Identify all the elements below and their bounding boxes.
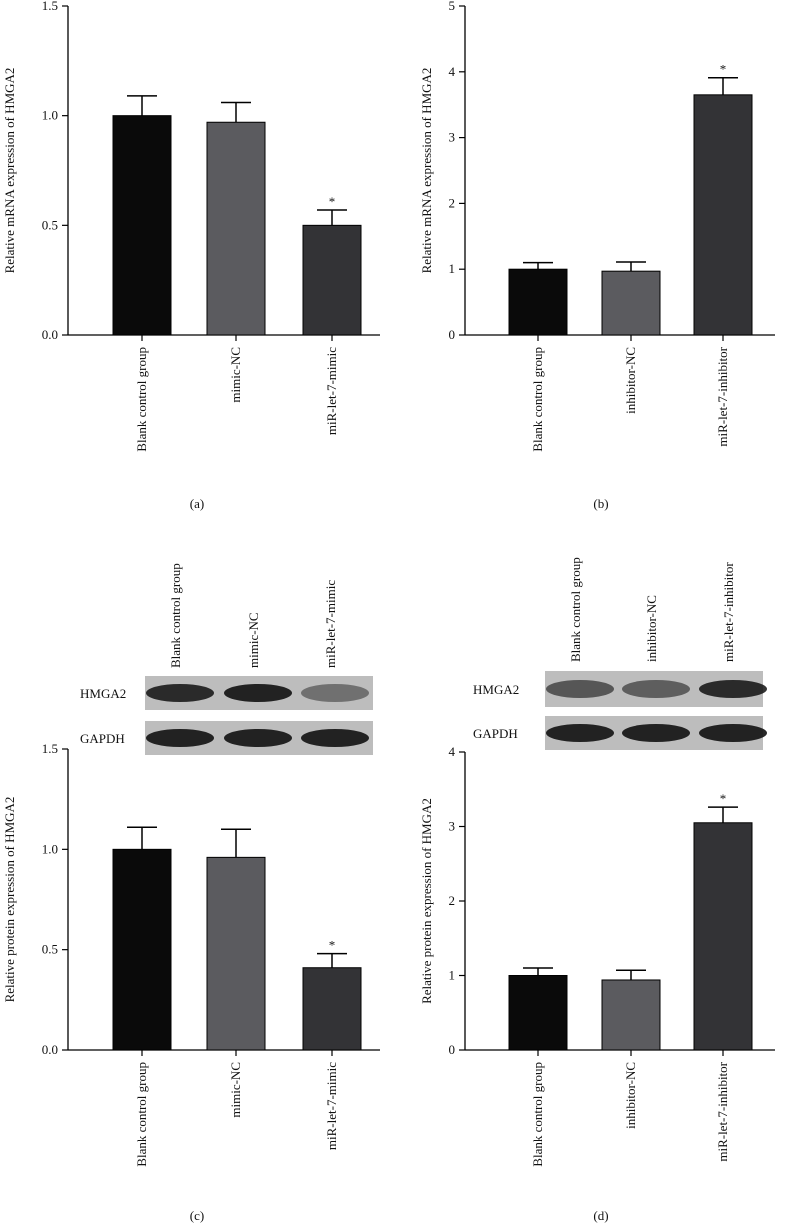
x-tick-label: Blank control group [530, 1062, 545, 1167]
blot-lane-label: mimic-NC [246, 612, 261, 668]
y-tick-label: 4 [449, 744, 456, 759]
error-bar [221, 101, 251, 123]
x-tick-label: inhibitor-NC [623, 347, 638, 414]
error-bar [317, 209, 347, 226]
x-tick-label: Blank control group [134, 347, 149, 452]
panel-label: (a) [190, 496, 204, 511]
y-tick-label: 1 [449, 261, 456, 276]
significance-mark: * [720, 791, 727, 806]
bar [302, 224, 362, 336]
bar [508, 268, 568, 336]
x-tick-label: inhibitor-NC [623, 1062, 638, 1129]
x-tick-label: miR-let-7-mimic [324, 347, 339, 435]
bar [112, 115, 172, 336]
bar [601, 979, 661, 1051]
error-bar [708, 806, 738, 823]
significance-mark: * [329, 194, 336, 209]
y-axis-label: Relative mRNA expression of HMGA2 [419, 68, 434, 274]
blot-band [301, 684, 369, 702]
y-tick-label: 0.5 [42, 942, 58, 957]
blot-lane-label: miR-let-7-mimic [323, 580, 338, 668]
blot-band [546, 680, 614, 698]
y-tick-label: 0 [449, 1042, 456, 1057]
y-tick-label: 4 [449, 64, 456, 79]
x-tick-label: mimic-NC [228, 1062, 243, 1118]
error-bar [127, 826, 157, 850]
blot-band [546, 724, 614, 742]
blot-band [699, 724, 767, 742]
error-bar [221, 828, 251, 858]
bar [302, 967, 362, 1051]
panel-label: (c) [190, 1208, 204, 1223]
y-tick-label: 1.0 [42, 841, 58, 856]
blot-lane-label: inhibitor-NC [644, 595, 659, 662]
x-tick-label: miR-let-7-inhibitor [715, 346, 730, 446]
y-axis-label: Relative protein expression of HMGA2 [2, 797, 17, 1003]
blot-row-label: GAPDH [80, 731, 125, 746]
y-tick-label: 5 [449, 0, 456, 13]
y-tick-label: 1.5 [42, 0, 58, 13]
x-tick-label: miR-let-7-mimic [324, 1062, 339, 1150]
panel-label: (b) [593, 496, 608, 511]
bar [206, 121, 266, 336]
blot-row-label: HMGA2 [80, 686, 126, 701]
blot-band [301, 729, 369, 747]
bar [693, 94, 753, 336]
x-tick-label: miR-let-7-inhibitor [715, 1061, 730, 1161]
y-tick-label: 0.0 [42, 1042, 58, 1057]
error-bar [616, 261, 646, 272]
blot-band [146, 684, 214, 702]
y-axis-label: Relative protein expression of HMGA2 [419, 798, 434, 1004]
blot-row-label: HMGA2 [473, 682, 519, 697]
x-tick-label: Blank control group [530, 347, 545, 452]
y-tick-label: 0.0 [42, 327, 58, 342]
bar [693, 822, 753, 1051]
blot-band [622, 724, 690, 742]
blot-band [224, 729, 292, 747]
error-bar [317, 952, 347, 968]
blot-band [146, 729, 214, 747]
blot-band [224, 684, 292, 702]
y-tick-label: 3 [449, 819, 456, 834]
error-bar [127, 95, 157, 116]
y-axis-label: Relative mRNA expression of HMGA2 [2, 68, 17, 274]
significance-mark: * [329, 938, 336, 953]
panel-label: (d) [593, 1208, 608, 1223]
significance-mark: * [720, 62, 727, 77]
bar [601, 270, 661, 336]
blot-lane-label: Blank control group [568, 557, 583, 662]
blot-band [622, 680, 690, 698]
error-bar [523, 261, 553, 270]
y-tick-label: 2 [449, 893, 456, 908]
y-tick-label: 1.0 [42, 108, 58, 123]
bar [508, 975, 568, 1051]
y-tick-label: 0 [449, 327, 456, 342]
bar [112, 848, 172, 1051]
blot-row-label: GAPDH [473, 726, 518, 741]
blot-band [699, 680, 767, 698]
x-tick-label: Blank control group [134, 1062, 149, 1167]
y-tick-label: 1.5 [42, 741, 58, 756]
y-tick-label: 3 [449, 130, 456, 145]
error-bar [523, 967, 553, 976]
error-bar [708, 76, 738, 95]
x-tick-label: mimic-NC [228, 347, 243, 403]
blot-lane-label: Blank control group [168, 563, 183, 668]
error-bar [616, 969, 646, 980]
bar [206, 856, 266, 1051]
y-tick-label: 0.5 [42, 217, 58, 232]
y-tick-label: 2 [449, 195, 456, 210]
y-tick-label: 1 [449, 968, 456, 983]
blot-lane-label: miR-let-7-inhibitor [721, 562, 736, 662]
